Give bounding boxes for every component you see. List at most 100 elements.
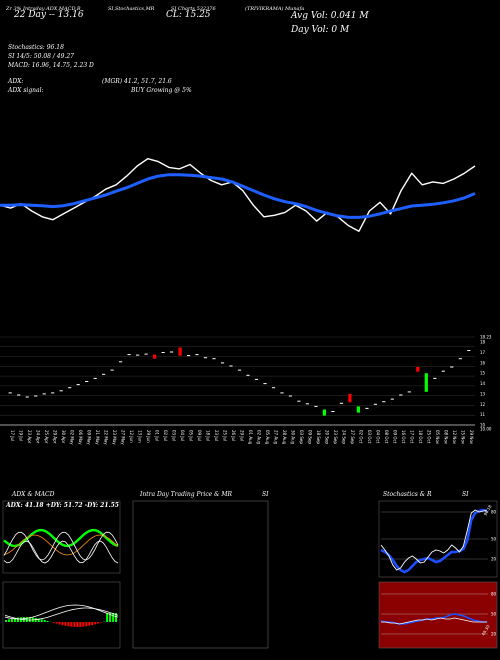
stoch-tick-label: 50 (491, 537, 497, 542)
macd-bar (88, 622, 91, 626)
x-tick-label: 05 Nov (435, 430, 440, 445)
x-tick-label: 24 Apr (36, 430, 41, 444)
candle (220, 362, 225, 364)
price-line (0, 157, 476, 233)
x-tick-label: 12 Nov (452, 430, 457, 445)
candle-x-axis: 17 Jul 19 Jul 23 Apr 24 Apr 25 Apr 29 Apr 30 A… (10, 430, 474, 445)
macd-bar (46, 620, 49, 622)
candle (93, 377, 97, 379)
candle (433, 377, 437, 379)
stoch-k-line (380, 508, 488, 574)
candle (237, 369, 242, 371)
x-tick-label: 23 Apr (27, 430, 32, 444)
y-tick-label: 10.00 (480, 427, 492, 432)
x-tick-label: 13 Jun (138, 430, 143, 443)
stoch-tick-label: 20 (491, 557, 497, 562)
x-tick-label: 03 Sep (299, 430, 304, 444)
x-tick-label: 28 Aug (282, 430, 287, 445)
y-tick-label: 15 (480, 371, 486, 376)
macd-bar (64, 622, 67, 626)
x-tick-label: 23 May (112, 430, 117, 445)
candle (322, 409, 326, 416)
candle (305, 403, 309, 405)
x-tick-label: 03 Oct (367, 430, 372, 444)
adx-signal-value: BUY Growing @ 5% (131, 87, 192, 94)
x-tick-label: 05 Jul (189, 430, 194, 441)
adx-panel-header: ADX: 41.18 +DY: 51.72 -DY: 21.55 (6, 502, 119, 509)
adx-line (3, 528, 119, 548)
adx-signal-label: ADX signal: (8, 87, 44, 94)
x-tick-label: 18 Jul (206, 430, 211, 441)
macd-bar (106, 613, 109, 622)
candle (271, 387, 276, 389)
candle (119, 361, 123, 363)
candle (365, 407, 369, 409)
x-tick-label: 29 Apr (53, 430, 58, 444)
y-tick-label: 12 (480, 402, 486, 407)
intraday-panel-title: Intra Day Trading Price & MR (140, 491, 233, 498)
x-tick-label: 25 Apr (44, 430, 49, 444)
x-tick-label: 04 Oct (375, 430, 380, 444)
si-signal-line (381, 617, 487, 625)
candle (263, 383, 267, 385)
x-tick-label: 08 Nov (443, 430, 448, 445)
macd-bar (55, 622, 58, 624)
x-tick-label: 25 Jul (223, 430, 228, 441)
intraday-panel (132, 500, 269, 649)
candle (373, 403, 377, 405)
macd-bar (79, 622, 82, 627)
x-tick-label: 02 Oct (358, 430, 363, 444)
macd-bar (37, 618, 40, 622)
header-label-2: SI,Stochastics,MR (108, 6, 155, 12)
price-lines (0, 157, 476, 233)
x-tick-label: 17 Oct (409, 430, 414, 444)
y-tick-label: 18.23 (480, 334, 492, 339)
candle (424, 373, 428, 392)
candle (76, 384, 80, 386)
intraday-panel-title-2: SI (262, 491, 269, 498)
macd-bar (73, 622, 76, 627)
macd-bar (112, 613, 115, 622)
candle (348, 393, 352, 403)
macd-bar (8, 619, 10, 622)
y-tick-label: 10 (480, 423, 486, 428)
candle (59, 390, 63, 392)
x-tick-label: 09 Oct (392, 430, 397, 444)
candle (288, 395, 292, 397)
stochastics-lines: 80 50 20 96.18 (380, 504, 497, 574)
si-value: SI 14/5: 50.08 / 49.27 (8, 53, 74, 60)
macd-histogram (4, 604, 119, 627)
si-tick-label: 20 (491, 632, 497, 637)
x-tick-label: 29 Jun (146, 430, 151, 443)
x-tick-label: 06 May (78, 430, 83, 445)
x-tick-label: 15 Nov (460, 430, 465, 445)
candle (203, 357, 208, 359)
candle (331, 411, 335, 412)
si-tick-label: 80 (491, 592, 497, 597)
candle (339, 402, 343, 404)
candle (85, 381, 89, 382)
day-volume: Day Vol: 0 M (291, 25, 350, 35)
si-panel (378, 581, 498, 649)
x-tick-label: 05 Aug (265, 430, 270, 445)
candle (8, 392, 12, 394)
candle (51, 392, 55, 394)
macd-bar (25, 617, 28, 622)
candle (254, 378, 259, 380)
candle (229, 365, 233, 367)
candle (450, 366, 454, 368)
x-tick-label: 01 Jul (155, 430, 160, 441)
candle (399, 394, 403, 396)
x-tick-label: 18 Oct (418, 430, 423, 444)
macd-bar (43, 620, 46, 622)
candle (34, 395, 38, 397)
macd-bar (52, 622, 55, 623)
x-tick-label: 16 Oct (401, 430, 406, 444)
adx-line (3, 540, 119, 564)
candle (390, 398, 394, 400)
macd-bar (70, 622, 73, 627)
candle (187, 355, 191, 357)
macd-bar (13, 618, 16, 622)
macd-bar (67, 622, 70, 627)
x-tick-label: 02 Aug (257, 430, 262, 445)
